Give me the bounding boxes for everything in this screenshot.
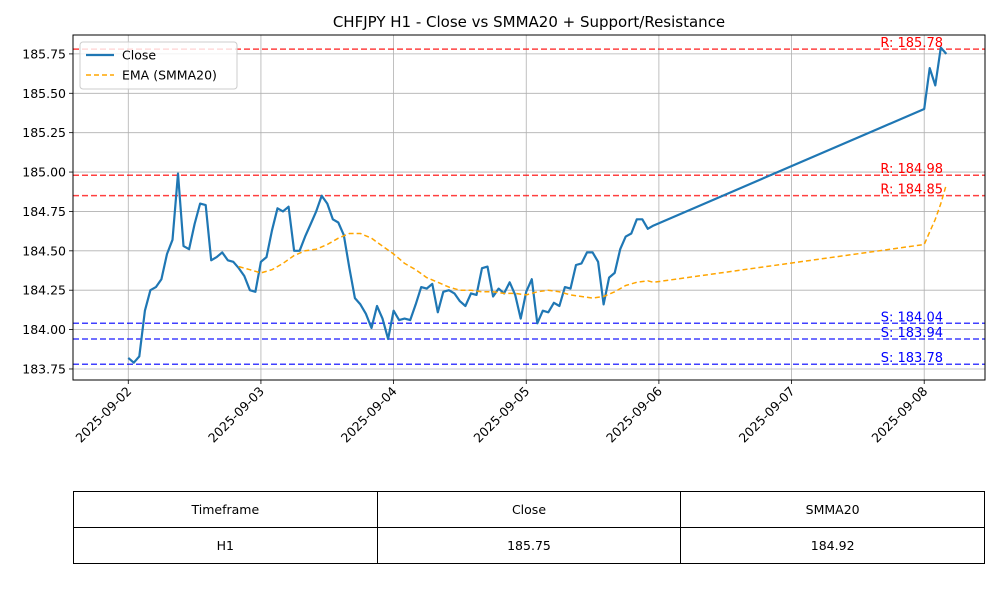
level-labels: R: 185.78R: 184.98R: 184.85S: 184.04S: 1… [880,36,943,366]
table-row: H1 185.75 184.92 [73,527,985,564]
x-tick-label: 2025-09-06 [603,383,665,445]
summary-table: Timeframe Close SMMA20 H1 185.75 184.92 [73,491,985,564]
legend-close-label: Close [122,48,156,63]
resistance-label: R: 185.78 [880,36,943,51]
y-tick-label: 184.75 [22,204,66,219]
y-tick-label: 185.00 [22,165,66,180]
plot-frame [72,34,986,381]
legend-smma-label: EMA (SMMA20) [122,68,217,83]
table-cell: 185.75 [376,527,682,564]
y-tick-label: 183.75 [22,361,66,376]
table-header-cell: Timeframe [73,491,378,528]
series-lines [127,46,948,364]
resistance-label: R: 184.85 [880,183,943,198]
table-header-row: Timeframe Close SMMA20 [73,491,985,528]
y-tick-label: 185.50 [22,86,66,101]
table-header-cell: Close [376,491,682,528]
close-series-line [127,46,948,364]
chart-title: CHFJPY H1 - Close vs SMMA20 + Support/Re… [333,13,725,31]
support-label: S: 183.94 [881,326,943,341]
x-tick-label: 2025-09-04 [338,383,400,445]
x-tick-label: 2025-09-08 [868,383,930,445]
support-label: S: 184.04 [881,310,943,325]
y-tick-label: 185.75 [22,46,66,61]
table-cell: H1 [73,527,378,564]
grid [73,35,985,380]
x-axis: 2025-09-02 2025-09-03 2025-09-04 2025-09-05… [72,380,930,445]
table-header-cell: SMMA20 [680,491,985,528]
table-cell: 184.92 [680,527,985,564]
x-tick-label: 2025-09-07 [736,384,798,446]
x-tick-label: 2025-09-05 [470,384,532,446]
x-tick-label: 2025-09-03 [205,384,267,446]
x-tick-label: 2025-09-02 [72,384,134,446]
resistance-label: R: 184.98 [880,162,943,177]
support-label: S: 183.78 [881,351,943,366]
legend-box [79,41,238,90]
y-axis: 183.75 184.00 184.25 184.50 184.75 185.00 185.… [22,46,73,376]
smma20-series-line [238,184,948,299]
y-tick-label: 184.00 [22,322,66,337]
support-resistance-lines [73,48,985,365]
y-tick-label: 184.25 [22,283,66,298]
y-tick-label: 184.50 [22,243,66,258]
y-tick-label: 185.25 [22,125,66,140]
legend: Close EMA (SMMA20) [79,41,238,90]
